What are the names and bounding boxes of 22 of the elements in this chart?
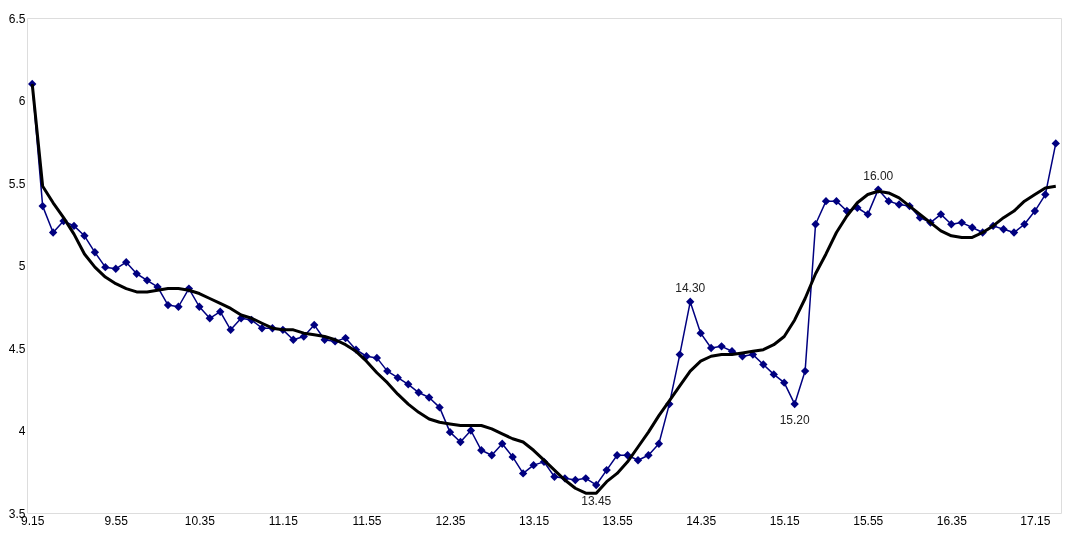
x-tick-label: 10.35 (184, 513, 216, 528)
x-tick-label: 11.15 (268, 513, 299, 528)
x-tick-label: 16.35 (936, 513, 968, 528)
x-tick-label: 13.15 (519, 513, 550, 528)
y-tick-label: 4.5 (8, 341, 26, 356)
x-tick-label: 13.55 (602, 513, 633, 528)
y-tick-label: 4 (18, 424, 26, 438)
y-tick-label: 5.5 (8, 176, 26, 191)
annotation: 13.45 (581, 493, 612, 508)
y-tick-label: 6 (18, 94, 26, 108)
x-tick-label: 17.15 (1020, 513, 1051, 528)
x-tick-label: 9.55 (104, 513, 129, 528)
x-tick-label: 11.55 (352, 513, 382, 528)
x-tick-label: 12.35 (435, 513, 466, 528)
x-tick-label: 15.15 (769, 513, 801, 528)
x-tick-label: 15.55 (853, 513, 884, 528)
annotation: 14.30 (675, 280, 706, 295)
annotation: 16.00 (863, 168, 894, 183)
annotation: 15.20 (779, 413, 811, 428)
y-tick-label: 6.5 (8, 11, 26, 26)
y-tick-label: 5 (18, 259, 26, 273)
x-tick-label: 14.35 (686, 513, 717, 528)
